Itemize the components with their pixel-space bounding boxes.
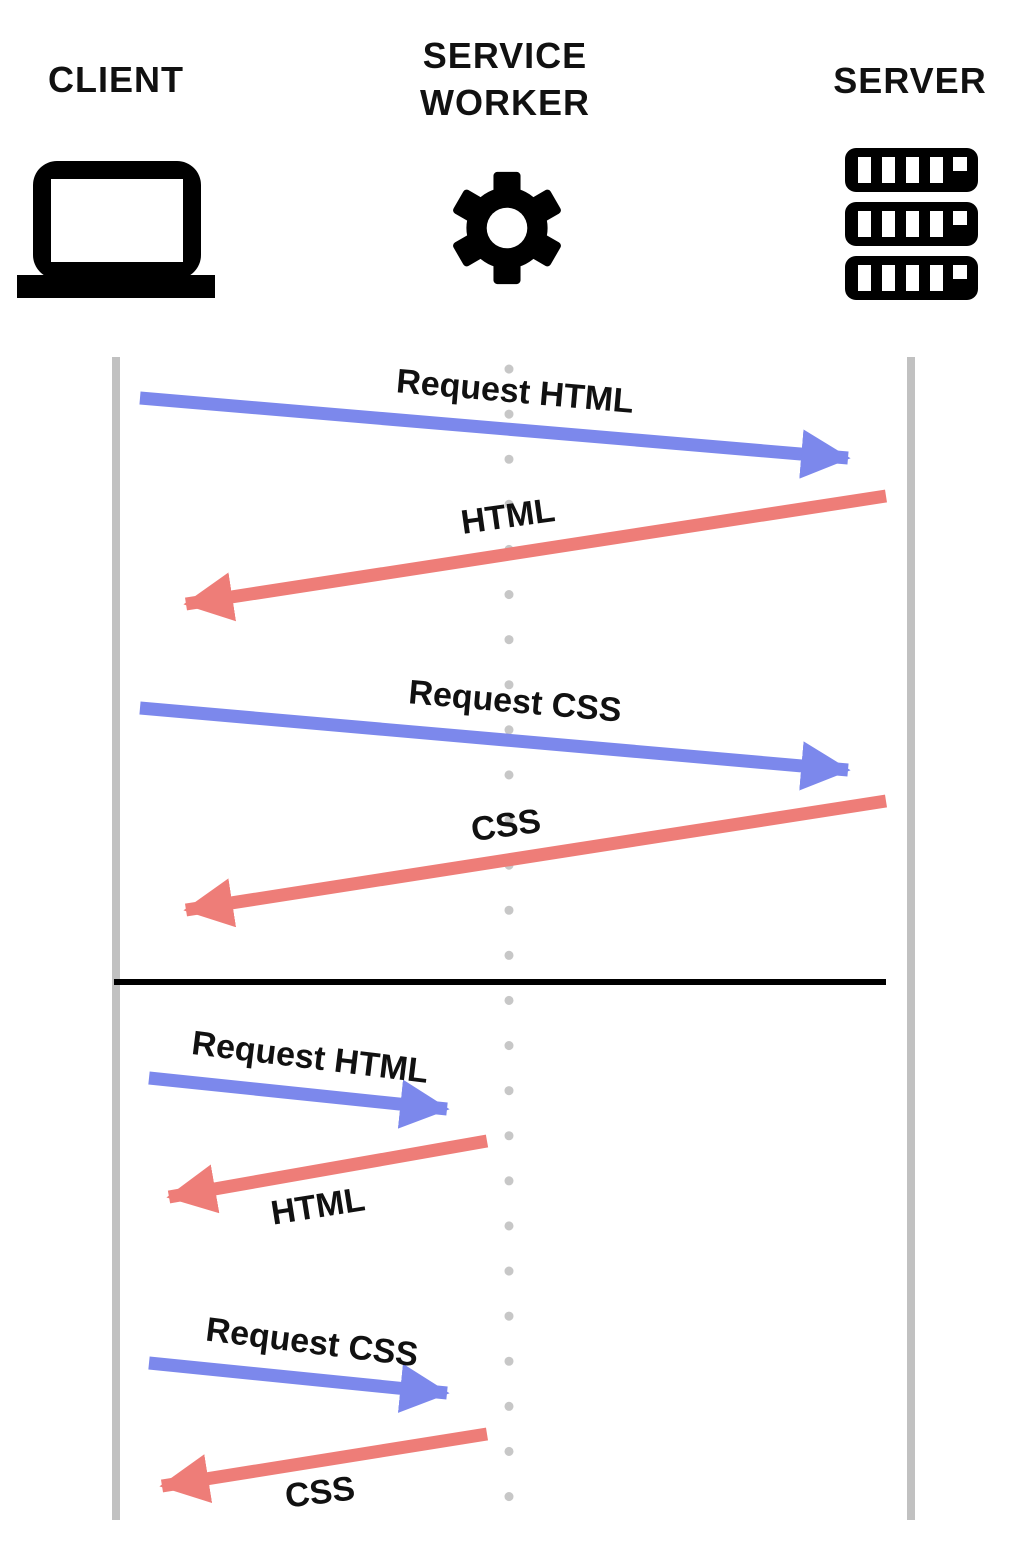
server-lifeline [907, 357, 915, 1520]
server-rack-icon [845, 148, 978, 300]
arrow-request-html-to-server [139, 391, 851, 479]
section-divider-line [114, 979, 886, 985]
client-lifeline [112, 357, 120, 1520]
arrow-html-from-service-worker [166, 1134, 489, 1214]
arrow-request-html-to-service-worker [148, 1071, 450, 1129]
arrow-css-from-service-worker [159, 1427, 489, 1503]
arrow-css-from-server [183, 794, 888, 928]
gear-icon [453, 171, 561, 285]
column-header-service-worker: SERVICE WORKER [420, 35, 590, 123]
arrow-html-from-server [183, 489, 887, 622]
arrow-request-css-to-server [139, 701, 851, 791]
arrow-request-css-to-service-worker [148, 1356, 450, 1413]
column-header-client: CLIENT [48, 59, 184, 100]
laptop-icon [17, 161, 215, 298]
column-header-server: SERVER [833, 60, 987, 101]
